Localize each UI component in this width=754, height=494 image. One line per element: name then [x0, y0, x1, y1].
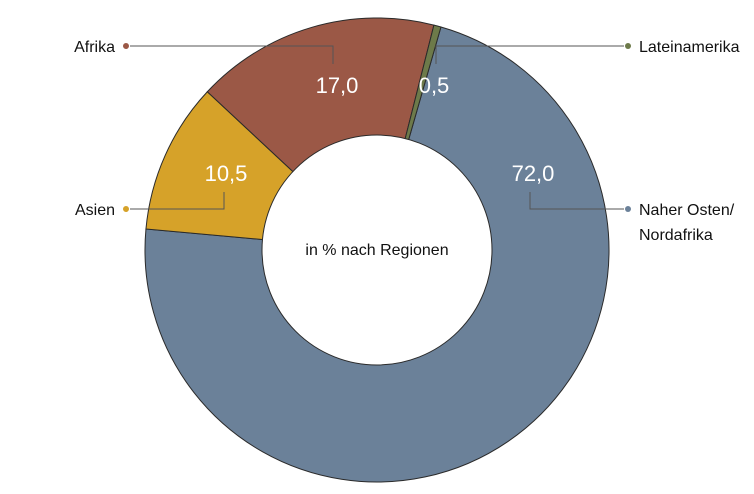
center-label: in % nach Regionen	[305, 242, 448, 259]
donut-hole	[261, 134, 493, 366]
value-label-afrika: 17,0	[316, 73, 359, 98]
value-label-asien: 10,5	[205, 161, 248, 186]
value-label-lateinamerika: 0,5	[419, 73, 450, 98]
leader-lines-group: Naher Osten/ Nordafrika Asien Afrika Lat…	[74, 39, 740, 244]
legend-label-asien: Asien	[75, 202, 115, 219]
legend-label-lateinamerika: Lateinamerika	[639, 39, 740, 56]
value-labels-group: 72,0 10,5 17,0 0,5	[205, 73, 555, 186]
leader-line-lateinamerika	[435, 45, 624, 64]
leader-line-naher-osten	[529, 192, 624, 210]
legend-marker-lateinamerika	[625, 43, 631, 49]
legend-marker-afrika	[123, 43, 129, 49]
legend-marker-naher-osten	[625, 206, 631, 212]
leader-line-afrika	[130, 45, 334, 64]
legend-marker-asien	[123, 206, 129, 212]
value-label-naher-osten: 72,0	[512, 161, 555, 186]
leader-line-asien	[130, 192, 225, 210]
legend-label-naher-osten-line1: Naher Osten/	[639, 202, 735, 219]
legend-label-afrika: Afrika	[74, 39, 115, 56]
legend-label-naher-osten-line2: Nordafrika	[639, 227, 713, 244]
